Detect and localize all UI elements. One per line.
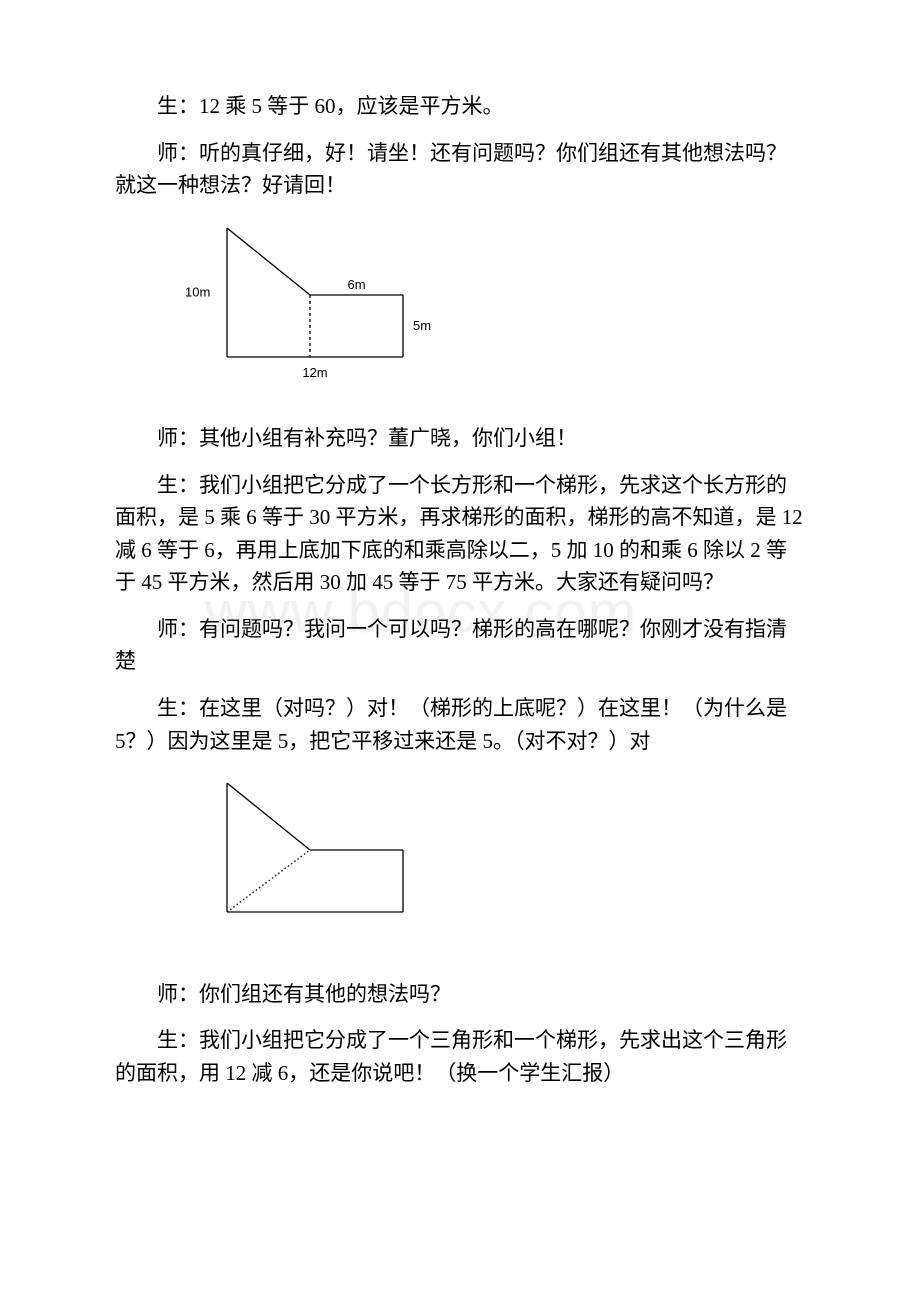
figure-2-svg [145,775,435,940]
paragraph-teacher-2: 师：其他小组有补充吗？董广晓，你们小组！ [115,422,805,455]
paragraph-teacher-3: 师：有问题吗？我问一个可以吗？梯形的高在哪呢？你刚才没有指清楚 [115,613,805,678]
paragraph-teacher-1: 师：听的真仔细，好！请坐！还有问题吗？你们组还有其他想法吗？就这一种想法？好请回… [115,137,805,202]
paragraph-student-3: 生：在这里（对吗？）对！（梯形的上底呢？）在这里！（为什么是 5？）因为这里是 … [115,692,805,757]
svg-text:6m: 6m [347,277,365,292]
paragraph-student-1: 生：12 乘 5 等于 60，应该是平方米。 [115,90,805,123]
svg-text:12m: 12m [302,365,327,380]
paragraph-teacher-4: 师：你们组还有其他的想法吗？ [115,978,805,1011]
svg-text:5m: 5m [413,318,431,333]
figure-1-svg: 10m 6m 5m 12m [145,220,435,385]
paragraph-student-4: 生：我们小组把它分成了一个三角形和一个梯形，先求出这个三角形的面积，用 12 减… [115,1024,805,1089]
figure-1: 10m 6m 5m 12m [145,220,805,395]
paragraph-student-2: 生：我们小组把它分成了一个长方形和一个梯形，先求这个长方形的面积，是 5 乘 6… [115,469,805,599]
svg-text:10m: 10m [185,284,210,299]
figure-2 [145,775,805,950]
